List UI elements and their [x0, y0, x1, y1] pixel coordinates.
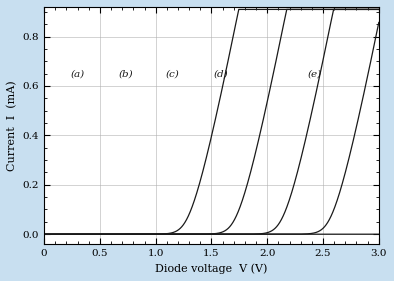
Text: (d): (d)	[213, 69, 228, 78]
Text: (a): (a)	[71, 69, 85, 78]
X-axis label: Diode voltage  V (V): Diode voltage V (V)	[155, 264, 268, 274]
Text: (c): (c)	[165, 69, 179, 78]
Y-axis label: Current  I  (mA): Current I (mA)	[7, 80, 17, 171]
Text: (e): (e)	[307, 69, 321, 78]
Text: (b): (b)	[118, 69, 133, 78]
